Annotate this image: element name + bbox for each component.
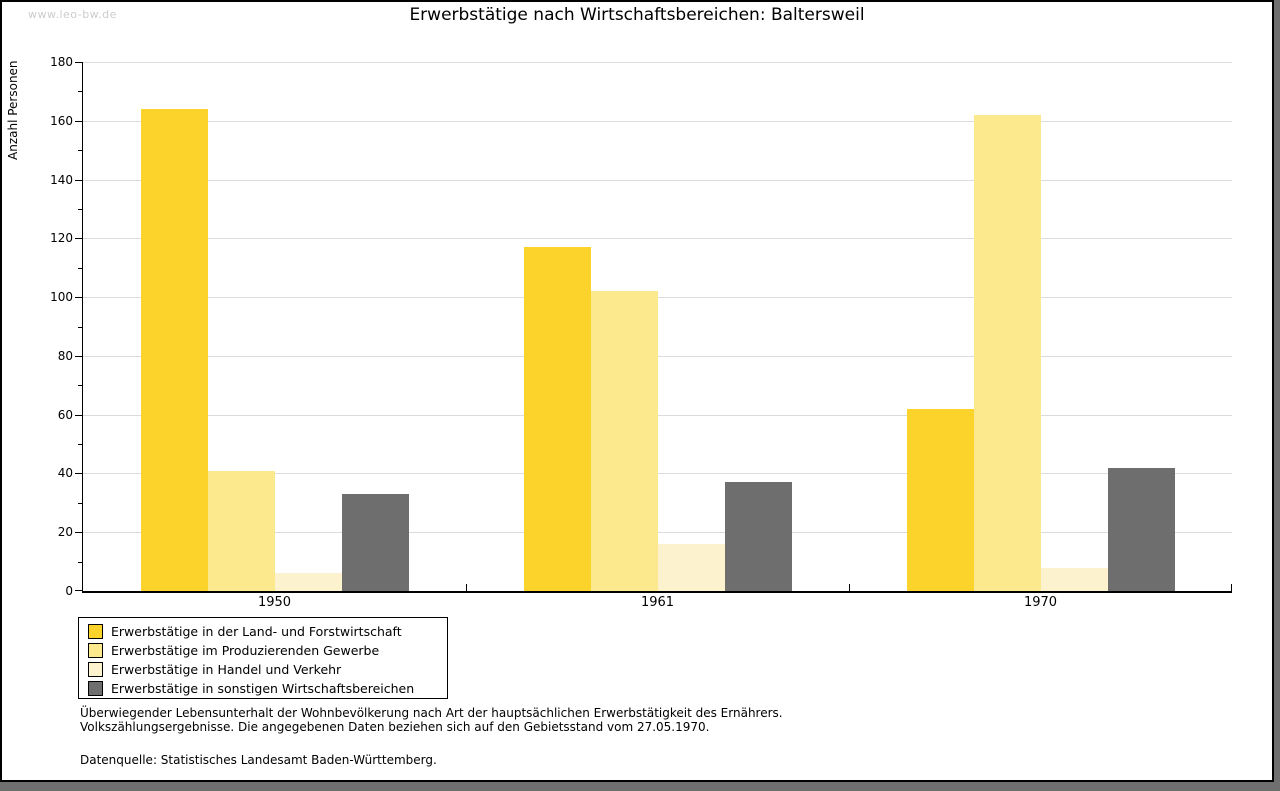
gridline-140 [83, 179, 1232, 181]
y-tick-label-120: 120 [50, 231, 73, 246]
bar-1961-series-4 [724, 482, 792, 591]
y-minor-tick-170 [78, 91, 82, 93]
y-tick-140 [75, 179, 82, 181]
footnotes: Überwiegender Lebensunterhalt der Wohnbe… [80, 706, 783, 767]
legend-swatch-4 [88, 681, 103, 696]
gridline-160 [83, 120, 1232, 122]
gridline-120 [83, 238, 1232, 240]
data-source-note: Datenquelle: Statistisches Landesamt Bad… [80, 753, 437, 767]
bar-1950-series-1 [140, 109, 208, 591]
gridline-60 [83, 414, 1232, 416]
legend-item-2: Erwerbstätige im Produzierenden Gewerbe [79, 641, 447, 660]
y-tick-label-20: 20 [57, 525, 73, 540]
footnote-line-2: Volkszählungsergebnisse. Die angegebenen… [80, 720, 710, 734]
y-tick-0 [75, 590, 82, 591]
y-tick-label-40: 40 [57, 466, 73, 481]
legend-swatch-3 [88, 662, 103, 677]
y-minor-tick-70 [78, 385, 82, 387]
bar-1950-series-4 [341, 494, 409, 591]
legend-label-3: Erwerbstätige in Handel und Verkehr [111, 662, 342, 677]
y-tick-100 [75, 297, 82, 299]
y-tick-label-140: 140 [50, 172, 73, 187]
y-tick-160 [75, 120, 82, 122]
watermark: www.leo-bw.de [28, 8, 117, 21]
gridline-100 [83, 297, 1232, 299]
legend-item-3: Erwerbstätige in Handel und Verkehr [79, 660, 447, 679]
bar-1950-series-2 [207, 470, 275, 591]
y-tick-180 [75, 62, 82, 63]
bar-1961-series-2 [590, 291, 658, 591]
y-tick-120 [75, 238, 82, 240]
legend-item-1: Erwerbstätige in der Land- und Forstwirt… [79, 622, 447, 641]
x-category-label-1950: 1950 [257, 595, 292, 610]
bar-1970-series-1 [906, 408, 974, 591]
y-tick-60 [75, 414, 82, 416]
y-minor-tick-150 [78, 150, 82, 152]
y-tick-label-0: 0 [65, 584, 73, 598]
y-minor-tick-30 [78, 502, 82, 504]
legend-label-4: Erwerbstätige in sonstigen Wirtschaftsbe… [111, 681, 415, 696]
bar-1970-series-3 [1040, 567, 1108, 591]
x-divider-tick-2 [849, 584, 850, 591]
legend-swatch-1 [88, 624, 103, 639]
gridline-20 [83, 532, 1232, 534]
gridline-180 [83, 62, 1232, 63]
y-tick-label-180: 180 [50, 55, 73, 69]
bar-1950-series-3 [274, 573, 342, 591]
bar-1970-series-2 [973, 114, 1041, 591]
legend-label-2: Erwerbstätige im Produzierenden Gewerbe [111, 643, 380, 658]
gridline-80 [83, 355, 1232, 357]
x-end-tick [1231, 584, 1232, 591]
y-minor-tick-110 [78, 267, 82, 269]
y-tick-20 [75, 532, 82, 534]
legend: Erwerbstätige in der Land- und Forstwirt… [78, 617, 448, 699]
y-minor-tick-50 [78, 444, 82, 446]
legend-label-1: Erwerbstätige in der Land- und Forstwirt… [111, 624, 402, 639]
plot-area: 0 20 40 60 80 100 120 140 160 180 1950 1961 1970 [50, 55, 1232, 610]
x-divider-tick-1 [466, 584, 467, 591]
x-category-label-1970: 1970 [1023, 595, 1058, 610]
y-minor-tick-130 [78, 208, 82, 210]
y-tick-40 [75, 473, 82, 475]
y-axis-label: Anzahl Personen [6, 60, 20, 160]
y-tick-label-80: 80 [57, 348, 73, 363]
bar-1961-series-1 [523, 247, 591, 591]
bar-1970-series-4 [1107, 467, 1175, 591]
y-minor-tick-10 [78, 561, 82, 563]
x-category-label-1961: 1961 [640, 595, 675, 610]
y-tick-80 [75, 355, 82, 357]
legend-swatch-2 [88, 643, 103, 658]
y-tick-label-60: 60 [57, 407, 73, 422]
y-tick-label-100: 100 [50, 290, 73, 305]
y-tick-label-160: 160 [50, 113, 73, 128]
footnote-line-1: Überwiegender Lebensunterhalt der Wohnbe… [80, 706, 783, 720]
bar-1961-series-3 [657, 543, 725, 591]
chart-title: Erwerbstätige nach Wirtschaftsbereichen:… [409, 5, 865, 25]
y-minor-tick-90 [78, 326, 82, 328]
gridline-40 [83, 473, 1232, 475]
legend-item-4: Erwerbstätige in sonstigen Wirtschaftsbe… [79, 679, 447, 698]
